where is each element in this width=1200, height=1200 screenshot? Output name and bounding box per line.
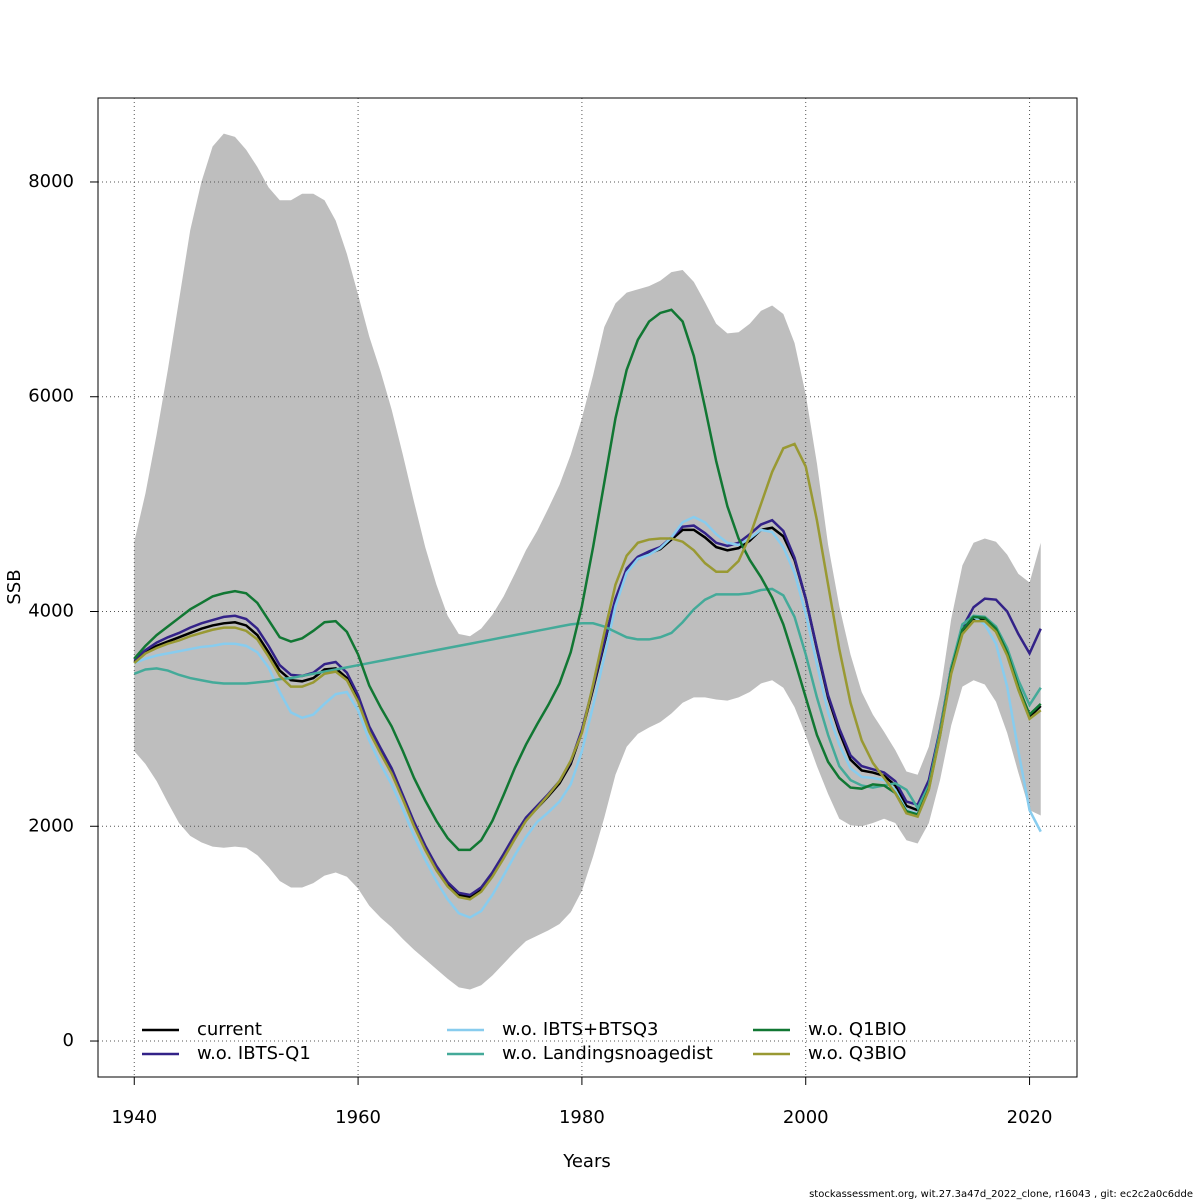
legend-label: w.o. Landingsnoagedist xyxy=(502,1043,713,1064)
legend-label: w.o. Q1BIO xyxy=(808,1019,906,1040)
y-tick-label: 4000 xyxy=(28,600,74,621)
plot-frame xyxy=(97,97,1078,1078)
legend-label: w.o. IBTS+BTSQ3 xyxy=(502,1019,658,1040)
series-line xyxy=(133,442,1042,901)
confidence-band xyxy=(134,133,1041,990)
y-tick-label: 8000 xyxy=(28,171,74,192)
series-line xyxy=(133,308,1042,852)
legend-label: w.o. Q3BIO xyxy=(808,1043,906,1064)
x-axis-label: Years xyxy=(562,1151,611,1172)
x-tick-label: 2000 xyxy=(783,1107,829,1128)
x-tick-label: 1940 xyxy=(111,1107,157,1128)
legend-label: w.o. IBTS-Q1 xyxy=(197,1043,311,1064)
x-tick-label: 1960 xyxy=(335,1107,381,1128)
x-tick-label: 1980 xyxy=(559,1107,605,1128)
x-tick-label: 2020 xyxy=(1007,1107,1053,1128)
y-tick-label: 6000 xyxy=(28,386,74,407)
y-axis-label: SSB xyxy=(4,569,25,604)
footer: stockassessment.org, wit.27.3a47d_2022_c… xyxy=(809,1189,1193,1200)
y-tick-label: 0 xyxy=(63,1030,74,1051)
y-tick-label: 2000 xyxy=(28,815,74,836)
legend-label: current xyxy=(197,1019,262,1040)
